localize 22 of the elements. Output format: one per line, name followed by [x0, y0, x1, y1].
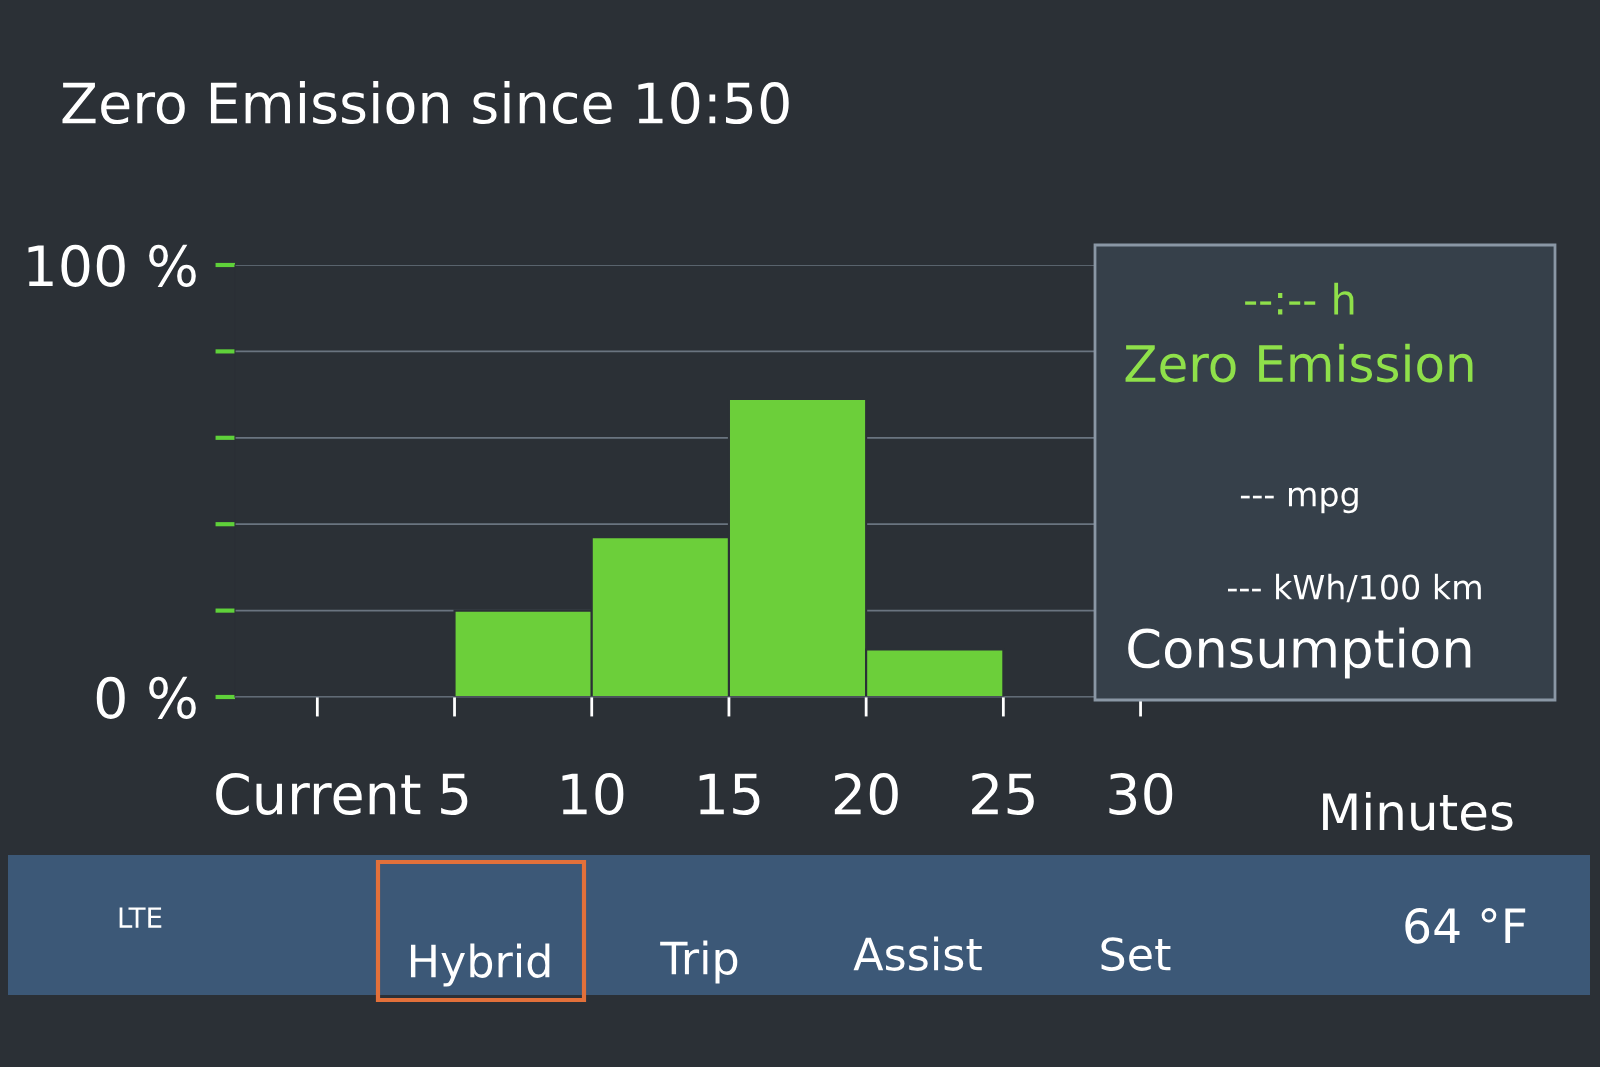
text: 64 °F [1405, 907, 1526, 944]
text: Trip [660, 940, 738, 984]
y-tick-label: 0 % [96, 676, 196, 719]
text: --- mpg [1240, 487, 1358, 514]
y-tick-label: 100 % [28, 244, 196, 287]
text: Assist [853, 936, 982, 971]
x-axis-title: Minutes [1323, 792, 1513, 831]
x-tick-label: 15 [699, 773, 760, 815]
text: Hybrid [410, 943, 550, 987]
text: --:-- h [1245, 282, 1354, 315]
text: Set [1101, 937, 1171, 971]
x-tick-label: 10 [562, 772, 624, 815]
x-tick-label: Current [216, 772, 421, 815]
annotation: Consumption [1128, 627, 1471, 679]
x-tick-label: 20 [834, 772, 898, 815]
text: --- kWh/100 km [1227, 573, 1481, 603]
text: LTE [119, 907, 162, 928]
x-tick-label: 30 [1109, 772, 1173, 815]
x-tick-label: 25 [972, 772, 1034, 815]
chart-title: Zero Emission since 10:50 [62, 81, 789, 125]
x-tick-label: 5 [441, 773, 468, 815]
annotation: Zero Emission [1125, 343, 1473, 383]
